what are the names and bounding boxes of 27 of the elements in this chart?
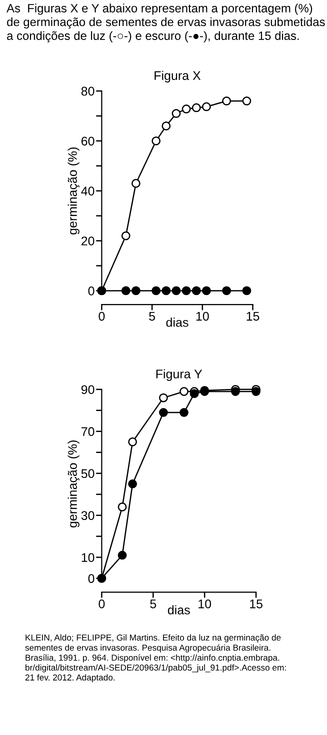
x-tick-label: 0 [98,312,105,321]
y-tick-label: 20 [81,236,94,246]
y-tick-label: 90 [81,385,94,394]
x-tick-label: 10 [198,599,212,608]
x-tick-label: 10 [196,312,209,321]
text: As Figuras X e Y abaixo representam a porcentagem (%) de germinação de sementes de ervas invasoras submetidas a condições de luz (-○-) e escuro (-●-), durante 15 dias. [6,4,325,42]
y-axis-title: germinação (%) [68,148,80,234]
y-tick-label: 40 [81,186,94,196]
chart-title: Figura Y [156,369,202,381]
x-axis-title: dias [166,318,188,327]
y-tick-label: 0 [88,574,94,583]
y-tick-label: 30 [81,511,94,520]
x-tick-label: 15 [246,312,260,321]
y-tick-label: 70 [81,427,94,436]
y-tick-label: 50 [81,469,94,478]
x-tick-label: 0 [98,599,105,608]
y-axis-title: germinação (%) [68,440,80,528]
chart-title: Figura X [154,70,201,82]
y-tick-label: 10 [82,553,94,562]
x-tick-label: 15 [250,600,262,608]
text: KLEIN, Aldo; FELIPPE, Gil Martins. Efeito da luz na germinação de sementes de ervas invasoras. Pesquisa Agropecuária Brasileira. Brasília, 1991. p. 964. Disponível em: <http://ainfo.cnptia.embrapa. br/digital/bitstream/AI-SEDE/20963/1/pab05_jul_91.pdf>.Acesso em: 21 fev. 2012. Adaptado. [25,634,286,682]
y-tick-label: 80 [81,86,94,96]
y-tick-label: 60 [81,136,94,146]
x-tick-label: 5 [149,312,156,321]
x-tick-label: 5 [150,600,156,608]
y-tick-label: 0 [88,286,94,296]
x-axis-title: dias [168,605,190,614]
